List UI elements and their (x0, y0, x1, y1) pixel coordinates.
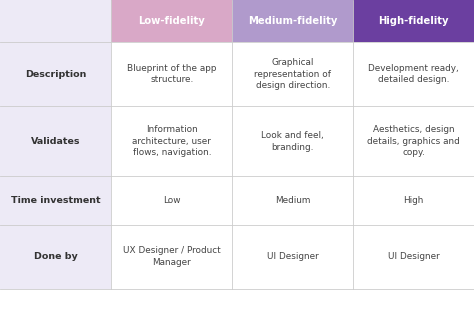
Bar (0, 225, 111, 289)
Text: Blueprint of the app
structure.: Blueprint of the app structure. (127, 64, 217, 85)
Bar (0, 176, 111, 225)
Bar (0, 106, 111, 176)
Bar (0, 289, 474, 312)
Bar (111, 42, 232, 106)
Bar (0, 42, 111, 106)
Text: Done by: Done by (34, 252, 78, 261)
Text: Time investment: Time investment (11, 196, 100, 205)
Text: Medium: Medium (275, 196, 310, 205)
Bar (111, 176, 232, 225)
Text: High-fidelity: High-fidelity (378, 16, 449, 26)
Bar (0, 0, 111, 42)
Bar (111, 0, 232, 42)
Bar (232, 106, 353, 176)
Text: Medium-fidelity: Medium-fidelity (248, 16, 337, 26)
Text: UX Designer / Product
Manager: UX Designer / Product Manager (123, 246, 221, 267)
Bar (353, 42, 474, 106)
Bar (111, 106, 232, 176)
Text: Development ready,
detailed design.: Development ready, detailed design. (368, 64, 459, 85)
Bar (353, 106, 474, 176)
Bar (353, 0, 474, 42)
Text: Validates: Validates (31, 137, 81, 146)
Text: High: High (403, 196, 424, 205)
Text: Low: Low (163, 196, 181, 205)
Text: Description: Description (25, 70, 86, 79)
Bar (232, 0, 353, 42)
Bar (111, 225, 232, 289)
Text: Graphical
representation of
design direction.: Graphical representation of design direc… (254, 58, 331, 90)
Bar (232, 42, 353, 106)
Bar (232, 176, 353, 225)
Text: Low-fidelity: Low-fidelity (138, 16, 205, 26)
Bar (232, 225, 353, 289)
Bar (353, 176, 474, 225)
Text: Aesthetics, design
details, graphics and
copy.: Aesthetics, design details, graphics and… (367, 125, 460, 158)
Bar (353, 225, 474, 289)
Text: UI Designer: UI Designer (267, 252, 319, 261)
Text: UI Designer: UI Designer (388, 252, 439, 261)
Text: Information
architecture, user
flows, navigation.: Information architecture, user flows, na… (132, 125, 211, 158)
Text: Look and feel,
branding.: Look and feel, branding. (261, 131, 324, 152)
